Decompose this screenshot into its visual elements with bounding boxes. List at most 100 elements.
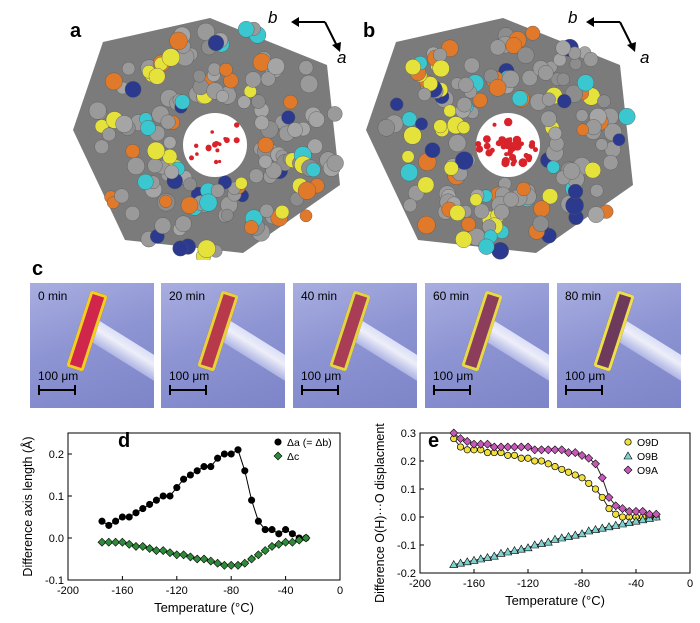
data-point [489,551,499,560]
atom-sphere [493,203,510,220]
electron-density-blob [194,143,199,148]
atom-sphere [469,193,483,207]
axis-label-a-right: a [640,48,650,67]
data-point [624,517,634,526]
atom-sphere [505,37,523,54]
axis-arrows-b [586,17,636,52]
data-point [449,428,459,438]
data-point [476,439,486,449]
atom-sphere [401,111,418,127]
atom-sphere [175,215,192,233]
y-tick-label: 0.1 [401,484,416,496]
atom-sphere [575,109,589,122]
atom-sphere [237,95,251,109]
chart-e: -200 -160 -120 -80 -40 0 -0.2 -0.1 0.0 0.1 0.2 0.3 T… [372,423,693,608]
atom-sphere [298,60,314,76]
data-point [199,554,209,564]
data-point [254,517,262,525]
data-point [456,434,465,444]
electron-density-blob [218,142,222,147]
data-point [530,445,540,455]
data-point [241,467,249,475]
atom-sphere [219,62,233,77]
atom-sphere [417,215,436,235]
atom-sphere [565,196,584,215]
data-point [180,475,188,483]
electron-density-blob [501,159,510,168]
atom-sphere [463,57,480,74]
data-point [557,533,567,542]
atom-sphere [433,48,448,63]
atom-sphere [140,120,156,136]
data-point [517,454,525,462]
data-point [449,559,459,568]
atom-sphere [548,126,562,141]
data-point [186,471,194,479]
atom-sphere [403,126,422,145]
atom-sphere [377,119,395,137]
data-point [125,513,133,521]
data-point [146,500,154,508]
y-tick-label: -0.2 [397,568,416,580]
atom-sphere [511,90,529,107]
data-point [152,496,160,504]
data-point [206,556,216,566]
data-point [503,547,513,556]
atom-sphere [283,94,298,110]
atom-sphere [537,65,554,81]
x-axis-label: Temperature (°C) [154,600,254,615]
atom-sphere [517,46,535,64]
data-point [591,485,600,493]
data-point [261,526,269,534]
data-point [563,531,574,540]
atom-sphere [192,69,206,83]
x-tick-label: -40 [278,585,294,597]
electron-density-blob [205,144,212,151]
atom-sphere [472,92,488,108]
data-point [536,538,547,547]
electron-density-blob [523,152,529,159]
atom-sphere [124,205,141,222]
data-point [469,439,479,449]
atom-sphere [287,122,303,138]
atom-sphere [449,204,466,222]
data-point [624,506,634,516]
data-point [165,548,175,558]
y-tick-label: 0.0 [49,533,64,545]
time-label: 0 min [38,289,68,303]
data-point [462,557,472,566]
atom-sphere [114,188,130,204]
electron-density-blob [212,142,218,148]
scale-bar [169,385,207,395]
micrograph-4: 80 min 100 μm [557,283,681,408]
data-point [651,509,661,519]
data-point [483,449,492,457]
atom-sphere [583,52,599,67]
data-point [612,510,620,518]
data-point [173,484,181,492]
data-point [638,506,648,516]
legend-label: O9D [637,437,659,449]
atom-sphere [473,203,490,219]
atom-sphere [612,133,626,146]
atom-sphere [489,39,506,56]
data-point [611,501,621,511]
atom-sphere [161,48,180,67]
data-point [551,463,559,471]
atom-sphere [597,94,611,109]
legend-marker [624,438,632,446]
atom-sphere [457,121,471,135]
atom-sphere [299,209,313,223]
data-point [544,460,552,468]
data-point [274,539,284,549]
atom-sphere [297,181,317,200]
data-point [105,521,113,529]
x-tick-label: -120 [166,585,188,597]
data-point [192,554,202,564]
x-tick-label: 0 [337,585,343,597]
data-point [301,533,311,543]
atom-sphere [307,138,323,155]
y-tick-label: -0.1 [45,575,64,587]
data-point [234,446,242,454]
data-point [145,544,155,553]
